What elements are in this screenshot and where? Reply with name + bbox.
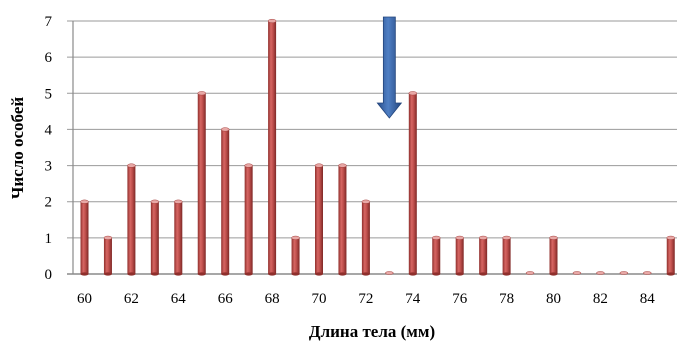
bar-76 — [455, 235, 464, 276]
x-tick-label: 62 — [124, 291, 139, 307]
y-tick-label: 2 — [45, 195, 53, 211]
bar-80 — [549, 235, 558, 276]
bar-67 — [244, 163, 253, 276]
y-tick-label: 6 — [45, 50, 53, 66]
x-tick-label: 72 — [358, 291, 373, 307]
bar-60 — [80, 199, 89, 276]
bar-70 — [314, 163, 324, 276]
x-axis-ticks: 60 62 64 66 68 70 72 74 76 78 80 82 84 — [77, 291, 655, 307]
bar-83 — [619, 271, 629, 275]
y-tick-label: 7 — [45, 14, 53, 30]
arrow-marker — [376, 16, 403, 119]
bar-77 — [478, 235, 488, 276]
bar-78 — [502, 235, 511, 276]
x-tick-label: 60 — [77, 291, 92, 307]
bar-85 — [666, 235, 675, 276]
y-tick-label: 5 — [45, 86, 53, 102]
x-tick-label: 76 — [452, 291, 468, 307]
bar-79 — [525, 271, 535, 275]
x-tick-label: 84 — [640, 291, 656, 307]
bar-69 — [291, 235, 300, 276]
x-tick-label: 74 — [405, 291, 421, 307]
bar-64 — [174, 199, 183, 276]
bar-72 — [361, 199, 371, 276]
bar-65 — [197, 91, 206, 276]
bar-73 — [385, 271, 394, 275]
x-tick-label: 66 — [218, 291, 234, 307]
bar-82 — [596, 271, 605, 275]
bar-74 — [408, 91, 418, 276]
x-tick-label: 80 — [546, 291, 561, 307]
bar-81 — [572, 271, 582, 275]
y-tick-label: 3 — [45, 159, 53, 175]
bars — [80, 18, 675, 276]
x-axis-title: Длина тела (мм) — [309, 322, 435, 341]
bar-61 — [103, 235, 113, 276]
bar-75 — [432, 235, 441, 276]
x-tick-label: 70 — [312, 291, 327, 307]
bar-68 — [267, 18, 277, 276]
x-tick-label: 64 — [171, 291, 187, 307]
y-axis-ticks: 0 1 2 3 4 5 6 7 — [45, 14, 53, 283]
y-axis-title: Число особей — [8, 97, 27, 199]
x-tick-label: 78 — [499, 291, 514, 307]
bar-71 — [338, 163, 347, 276]
down-arrow-icon — [376, 16, 403, 119]
bar-84 — [643, 271, 652, 275]
x-tick-label: 68 — [265, 291, 280, 307]
bar-62 — [127, 163, 136, 276]
bar-66 — [220, 127, 230, 276]
x-tick-label: 82 — [593, 291, 608, 307]
y-tick-label: 0 — [45, 267, 53, 283]
y-tick-label: 4 — [45, 122, 53, 138]
bar-63 — [150, 199, 160, 276]
y-tick-label: 1 — [45, 231, 53, 247]
